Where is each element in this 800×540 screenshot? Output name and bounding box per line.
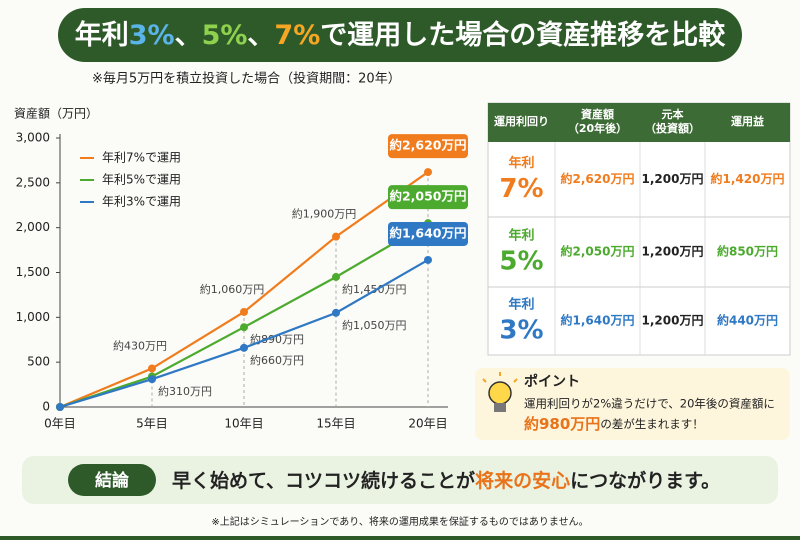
point-box xyxy=(475,368,790,440)
table-cell: 約2,050万円 xyxy=(561,244,635,259)
table-cell: 約1,420万円 xyxy=(711,171,785,186)
rate-value: 3% xyxy=(499,316,543,346)
conclusion-part: につながります。 xyxy=(570,469,720,492)
point-line: 約980万円の差が生まれます！ xyxy=(524,415,704,433)
table-cell: 1,200万円 xyxy=(642,245,704,259)
table-cell: 約2,620万円 xyxy=(561,171,635,186)
value-label: 約1,450万円 xyxy=(342,282,407,296)
bottom-bar xyxy=(0,536,800,540)
point-suffix: の差が生まれます！ xyxy=(600,417,704,431)
data-point xyxy=(240,307,248,316)
rate-label: 年利 xyxy=(508,297,534,313)
y-axis-label: 資産額（万円） xyxy=(14,106,98,121)
rate-value: 7% xyxy=(499,174,543,204)
x-tick-label: 5年目 xyxy=(136,417,168,431)
value-label-box xyxy=(388,185,468,210)
table-cell: 約850万円 xyxy=(717,244,778,259)
data-point xyxy=(240,323,248,332)
conclusion-part: 早く始めて、コツコツ続けることが xyxy=(172,469,475,492)
note: ※毎月5万円を積立投資した場合（投資期間：20年） xyxy=(92,71,401,87)
value-label: 約890万円 xyxy=(250,332,304,346)
data-point xyxy=(332,232,340,241)
title-part: 、 xyxy=(247,20,274,51)
conclusion-badge xyxy=(68,464,156,496)
value-label: 約310万円 xyxy=(158,384,212,398)
point-title: ポイント xyxy=(524,373,580,390)
point-highlight: 約980万円 xyxy=(524,415,600,433)
y-tick-label: 3,000 xyxy=(16,131,50,145)
bulb-icon xyxy=(482,372,518,412)
table-header: 運用利回り xyxy=(494,114,549,128)
data-point xyxy=(332,308,340,317)
title-part: 、 xyxy=(175,20,202,51)
conclusion-box xyxy=(22,456,778,504)
table-cell: 1,200万円 xyxy=(642,172,704,186)
y-tick-label: 1,500 xyxy=(16,265,50,279)
x-tick-label: 20年目 xyxy=(408,417,447,431)
title-part: で運用した場合の資産推移を比較 xyxy=(320,19,726,51)
table-frame xyxy=(487,102,791,356)
table-header: 資産額 xyxy=(581,107,614,121)
value-label-box xyxy=(388,134,468,159)
value-label: 約2,620万円 xyxy=(389,138,466,153)
data-point xyxy=(332,272,340,281)
rate-value: 5% xyxy=(499,247,543,277)
table-cell: 1,200万円 xyxy=(642,314,704,328)
legend-label: 年利3%で運用 xyxy=(102,195,181,209)
value-label: 約660万円 xyxy=(250,353,304,367)
rate-label: 年利 xyxy=(508,155,534,171)
y-tick-label: 0 xyxy=(42,400,50,414)
conclusion-badge-text: 結論 xyxy=(95,470,130,491)
legend-label: 年利7%で運用 xyxy=(102,151,181,165)
title-part: 年利 xyxy=(75,19,129,51)
value-label: 約1,060万円 xyxy=(200,282,265,296)
y-tick-label: 2,000 xyxy=(16,220,50,234)
point-text: 運用利回りが2%違うだけで、20年後の資産額に xyxy=(524,397,775,411)
table-cell: 約1,640万円 xyxy=(561,313,635,328)
data-point xyxy=(424,255,432,264)
value-label: 約1,640万円 xyxy=(389,225,466,240)
y-tick-label: 500 xyxy=(27,355,50,369)
data-point xyxy=(148,364,156,373)
title-part: 5% xyxy=(202,20,248,51)
title-bar xyxy=(58,8,742,62)
data-point xyxy=(424,168,432,177)
title-part: 3% xyxy=(129,20,175,51)
y-tick-label: 1,000 xyxy=(16,310,50,324)
table-cell: 約440万円 xyxy=(717,313,778,328)
x-tick-label: 10年目 xyxy=(224,417,263,431)
rate-label: 年利 xyxy=(508,228,534,244)
value-label: 約1,900万円 xyxy=(292,207,357,221)
legend-label: 年利5%で運用 xyxy=(102,173,181,187)
y-tick-label: 2,500 xyxy=(16,175,50,189)
value-label-box xyxy=(388,221,468,246)
table-header-bg xyxy=(488,103,790,142)
value-label: 約430万円 xyxy=(113,338,167,352)
footnote: ※上記はシミュレーションであり、将来の運用成果を保証するものではありません。 xyxy=(211,515,588,528)
conclusion-text: 早く始めて、コツコツ続けることが将来の安心につながります。 xyxy=(172,469,720,492)
title-part: 7% xyxy=(274,20,320,51)
data-point xyxy=(240,343,248,352)
data-point xyxy=(148,375,156,384)
value-label: 約2,050万円 xyxy=(389,189,466,204)
table-header: 運用益 xyxy=(731,114,764,128)
data-point xyxy=(56,403,64,411)
title: 年利3%、5%、7%で運用した場合の資産推移を比較 xyxy=(75,19,727,51)
conclusion-part: 将来の安心 xyxy=(475,469,570,492)
x-tick-label: 15年目 xyxy=(316,417,355,431)
table-header: （20年後） xyxy=(568,121,627,135)
table-header: 元本 xyxy=(662,107,684,121)
table-header: （投資額） xyxy=(645,121,700,135)
value-label: 約1,050万円 xyxy=(342,318,407,332)
x-tick-label: 0年目 xyxy=(44,417,76,431)
